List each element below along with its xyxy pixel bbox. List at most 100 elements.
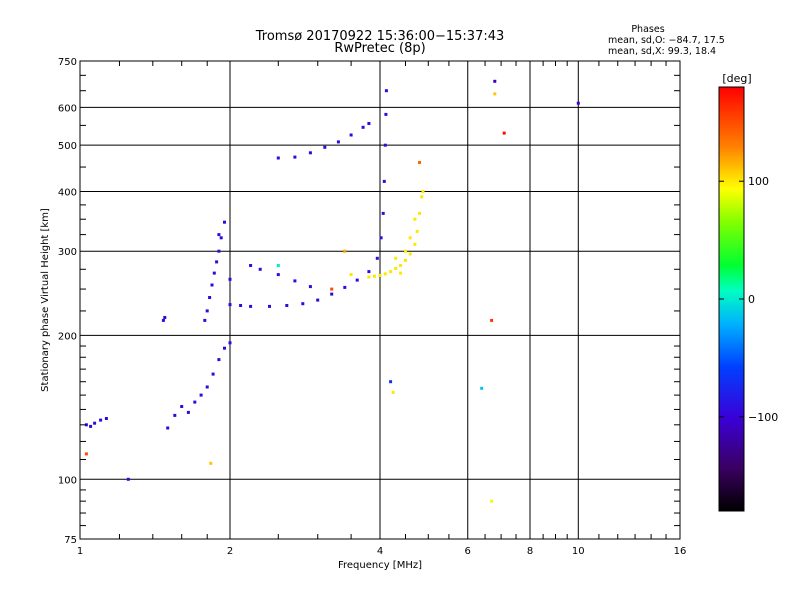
data-point-o-trace <box>212 271 216 275</box>
data-point-o-trace <box>211 372 215 376</box>
axis-ticks: 1 2 4 6 8 10 16 75 100 200 300 400 500 600 750 <box>58 57 686 557</box>
y-axis-label: Stationary phase Virtual Height [km] <box>40 208 51 392</box>
data-point-o-trace <box>343 285 347 289</box>
data-point-scattered-echoes <box>490 499 494 503</box>
data-point-o-trace <box>367 270 371 274</box>
data-point-scattered-echoes <box>493 92 497 96</box>
data-point-o-trace <box>330 292 334 296</box>
data-point-o-trace <box>89 424 93 428</box>
data-point-o-trace <box>228 303 232 307</box>
y-tick-label: 500 <box>58 141 77 152</box>
data-point-o-trace <box>166 426 170 430</box>
data-point-o-trace <box>367 122 371 125</box>
data-point-o-trace <box>293 155 297 159</box>
x-tick-label: 1 <box>77 546 83 557</box>
y-tick-label: 100 <box>58 475 77 486</box>
data-point-o-trace <box>383 143 387 147</box>
colorbar-tick-label: 100 <box>748 175 769 188</box>
data-point-o-trace <box>93 421 97 425</box>
data-point-o-trace <box>217 358 221 362</box>
data-point-o-trace <box>180 405 184 408</box>
chart-subtitle: RwPretec (8p) <box>334 41 425 56</box>
data-point-o-trace <box>199 393 203 397</box>
data-point-x-trace <box>418 211 421 215</box>
data-point-scattered-echoes <box>418 161 421 164</box>
data-point-scattered-echoes <box>389 380 393 384</box>
x-tick-label: 2 <box>227 546 233 557</box>
x-tick-label: 6 <box>465 546 471 557</box>
data-point-o-trace <box>308 151 312 155</box>
data-point-o-trace <box>186 410 190 414</box>
x-axis-label: Frequency [MHz] <box>338 560 422 571</box>
data-point-x-trace <box>408 236 412 240</box>
data-point-x-trace <box>367 275 371 279</box>
stats-title: Phases <box>631 24 664 35</box>
data-point-scattered-echoes <box>84 452 88 456</box>
data-point-o-trace <box>205 385 209 389</box>
data-point-o-trace <box>215 260 219 264</box>
data-point-o-trace <box>239 304 243 307</box>
data-point-scattered-echoes <box>493 79 497 83</box>
data-point-o-trace <box>126 477 130 481</box>
data-point-o-trace <box>293 279 297 283</box>
data-point-o-trace <box>276 273 280 277</box>
data-point-o-trace <box>219 236 223 240</box>
data-point-o-trace <box>384 112 388 116</box>
data-point-o-trace <box>228 277 232 281</box>
data-point-o-trace <box>323 145 327 149</box>
data-point-scattered-echoes <box>391 390 395 394</box>
data-point-x-trace <box>408 252 412 256</box>
data-point-x-trace <box>378 273 382 277</box>
colorbar-tick-label: 0 <box>748 293 755 306</box>
data-point-x-trace <box>394 267 398 270</box>
y-tick-label: 400 <box>58 187 77 198</box>
data-point-o-trace <box>161 318 165 322</box>
data-point-x-trace <box>404 258 407 262</box>
data-point-o-trace <box>249 264 253 267</box>
data-point-o-trace <box>301 302 305 306</box>
data-point-x-trace <box>420 195 424 199</box>
data-point-x-trace <box>404 249 407 253</box>
data-point-o-trace <box>205 309 209 313</box>
data-point-o-trace <box>258 267 262 271</box>
data-point-x-trace <box>415 229 419 233</box>
data-point-o-trace <box>349 133 353 137</box>
data-point-o-trace <box>361 125 365 129</box>
data-point-o-trace <box>203 318 207 322</box>
data-point-o-trace <box>223 346 226 350</box>
data-point-x-trace <box>399 271 403 275</box>
data-point-o-trace <box>84 423 88 427</box>
data-point-o-trace <box>210 283 214 287</box>
data-point-x-trace <box>421 190 425 193</box>
data-point-o-trace <box>384 89 388 93</box>
data-point-o-trace <box>285 304 289 307</box>
data-point-o-trace <box>228 341 232 345</box>
data-point-o-trace <box>217 233 221 237</box>
data-point-scattered-echoes <box>480 386 484 390</box>
data-point-o-trace <box>308 285 312 289</box>
data-point-o-trace <box>355 278 359 282</box>
data-point-x-trace <box>389 270 393 274</box>
data-point-o-trace <box>336 140 340 144</box>
data-point-o-trace <box>268 304 271 308</box>
data-point-x-trace <box>349 273 353 277</box>
data-point-o-trace <box>379 236 383 240</box>
data-point-o-trace <box>193 400 197 404</box>
data-point-o-trace <box>217 249 221 253</box>
grid <box>80 61 680 539</box>
y-tick-label: 600 <box>58 103 77 114</box>
colorbar: [deg] 100 0 −100 <box>718 72 778 512</box>
data-point-x-trace <box>383 272 387 276</box>
y-tick-label: 75 <box>64 535 77 546</box>
data-point-x-trace <box>413 217 417 221</box>
data-point-x-trace <box>373 274 376 278</box>
colorbar-unit: [deg] <box>722 72 751 85</box>
data-point-o-trace <box>99 418 103 422</box>
chart-title: Tromsø 20170922 15:36:00−15:37:43 <box>255 29 505 44</box>
colorbar-tick-label: −100 <box>748 411 778 424</box>
plot-frame <box>79 60 681 540</box>
x-tick-label: 8 <box>527 546 533 557</box>
data-point-scattered-echoes <box>490 318 494 322</box>
data-point-scattered-echoes <box>330 287 334 291</box>
